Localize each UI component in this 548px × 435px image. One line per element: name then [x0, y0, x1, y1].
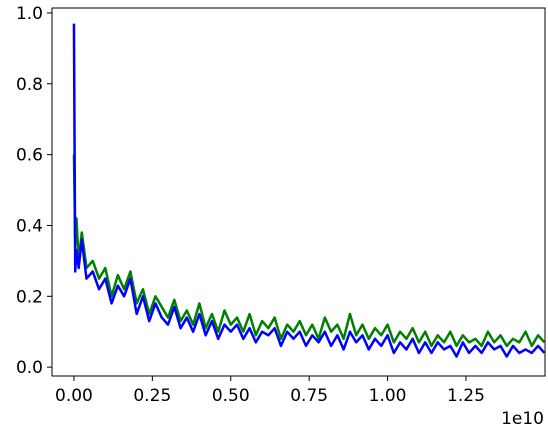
- x-tick-label: 0.25: [133, 386, 171, 406]
- y-tick-label: 1.0: [16, 4, 43, 24]
- plot-frame: [51, 7, 546, 377]
- x-tick-label: 0.50: [212, 386, 250, 406]
- x-tick-label: 0.00: [55, 386, 93, 406]
- x-tick-label: 1.25: [447, 386, 485, 406]
- plot-lines: [72, 23, 545, 358]
- x-offset-text: 1e10: [501, 409, 544, 429]
- series-line: [72, 23, 545, 358]
- series-line: [72, 154, 545, 348]
- y-tick-label: 0.6: [16, 146, 43, 166]
- y-tick-label: 0.2: [16, 287, 43, 307]
- y-tick-label: 0.0: [16, 358, 43, 378]
- y-tick-label: 0.4: [16, 216, 43, 236]
- x-tick-label: 0.75: [290, 386, 328, 406]
- y-tick-label: 0.8: [16, 75, 43, 95]
- x-tick-label: 1.00: [369, 386, 407, 406]
